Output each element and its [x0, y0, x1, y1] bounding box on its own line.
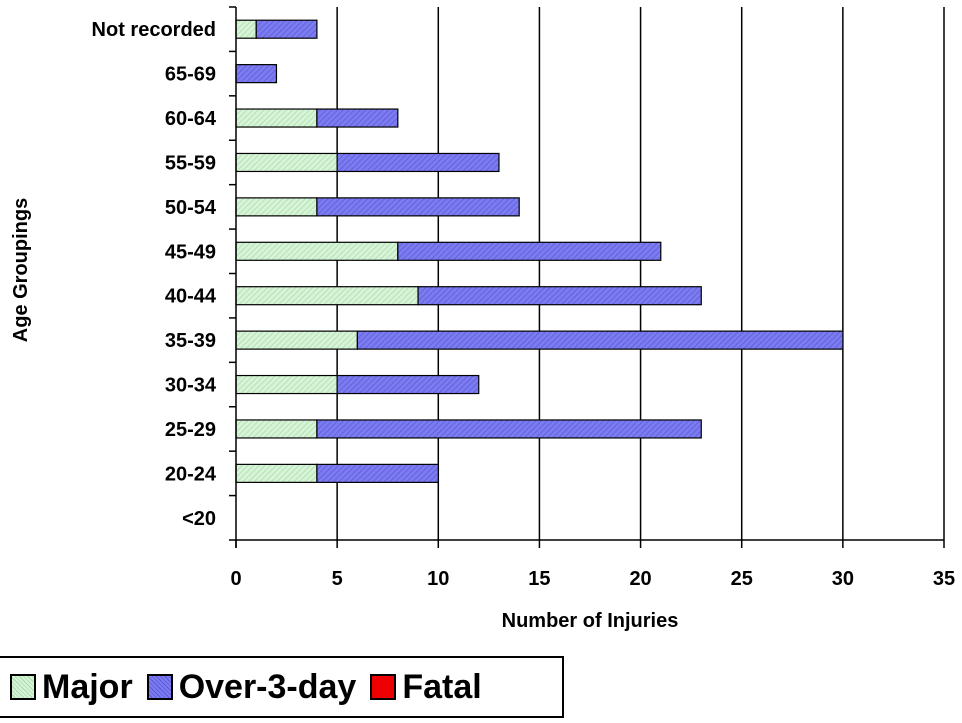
bar-over-3-day-50-54 — [316, 197, 520, 217]
legend-item-fatal: Fatal — [370, 667, 482, 707]
y-tick-label: Not recorded — [92, 19, 216, 41]
legend-swatch-over-3-day — [146, 674, 173, 700]
tick-labels: <2020-2425-2930-3435-3940-4445-4950-5455… — [92, 19, 956, 590]
y-tick-label: 35-39 — [165, 330, 216, 352]
chart: <2020-2425-2930-3435-3940-4445-4950-5455… — [10, 6, 956, 632]
y-tick-label: 60-64 — [165, 108, 217, 130]
x-axis-title: Number of Injuries — [502, 610, 679, 632]
y-axis-title: Age Groupings — [10, 198, 32, 342]
bars — [235, 19, 844, 483]
bar-major-20-24 — [235, 463, 318, 483]
legend-swatch-major — [10, 674, 36, 700]
legend-label-over-3-day: Over-3-day — [178, 667, 357, 706]
legend-label-fatal: Fatal — [402, 667, 482, 706]
y-tick-label: 65-69 — [165, 64, 216, 86]
legend-item-major: Major — [10, 668, 133, 707]
bar-major-60-64 — [235, 108, 318, 128]
bar-major-35-39 — [235, 330, 358, 350]
axes — [229, 6, 945, 548]
bar-major-30-34 — [235, 374, 338, 395]
bar-over-3-day-60-64 — [316, 108, 399, 128]
y-tick-label: 30-34 — [165, 375, 217, 397]
bar-over-3-day-45-49 — [397, 241, 662, 261]
bar-major-45-49 — [235, 241, 399, 261]
x-tick-label: 35 — [933, 568, 955, 590]
legend-swatch-fatal — [370, 674, 397, 700]
legend: Major Over-3-day Fatal — [0, 656, 564, 718]
x-tick-label: 15 — [528, 568, 550, 590]
x-tick-label: 25 — [731, 568, 753, 590]
y-tick-label: 40-44 — [165, 286, 217, 308]
bar-over-3-day-20-24 — [316, 463, 439, 483]
bar-over-3-day-55-59 — [336, 152, 500, 173]
y-tick-label: 20-24 — [165, 463, 217, 485]
bar-over-3-day-35-39 — [356, 330, 844, 350]
y-tick-label: <20 — [182, 508, 216, 530]
bar-major-55-59 — [235, 152, 338, 173]
bar-major-25-29 — [235, 419, 318, 439]
bar-over-3-day-25-29 — [316, 419, 702, 439]
x-tick-label: 5 — [332, 568, 343, 590]
bar-major-not-recorded — [235, 19, 257, 39]
y-tick-label: 45-49 — [165, 241, 216, 263]
bar-over-3-day-65-69 — [235, 64, 278, 84]
x-tick-label: 30 — [832, 568, 854, 590]
legend-label-major: Major — [42, 667, 133, 706]
y-tick-label: 50-54 — [165, 197, 217, 219]
bar-major-40-44 — [235, 286, 419, 306]
x-tick-label: 20 — [629, 568, 651, 590]
legend-item-over-3-day: Over-3-day — [146, 667, 357, 707]
bar-over-3-day-40-44 — [417, 286, 702, 306]
y-tick-label: 25-29 — [165, 419, 216, 441]
bar-over-3-day-30-34 — [336, 374, 480, 395]
x-tick-label: 0 — [230, 568, 241, 590]
bar-major-50-54 — [235, 197, 318, 217]
y-tick-label: 55-59 — [165, 152, 216, 174]
x-tick-label: 10 — [427, 568, 449, 590]
bar-over-3-day-not-recorded — [255, 19, 318, 39]
gridlines — [336, 7, 945, 540]
